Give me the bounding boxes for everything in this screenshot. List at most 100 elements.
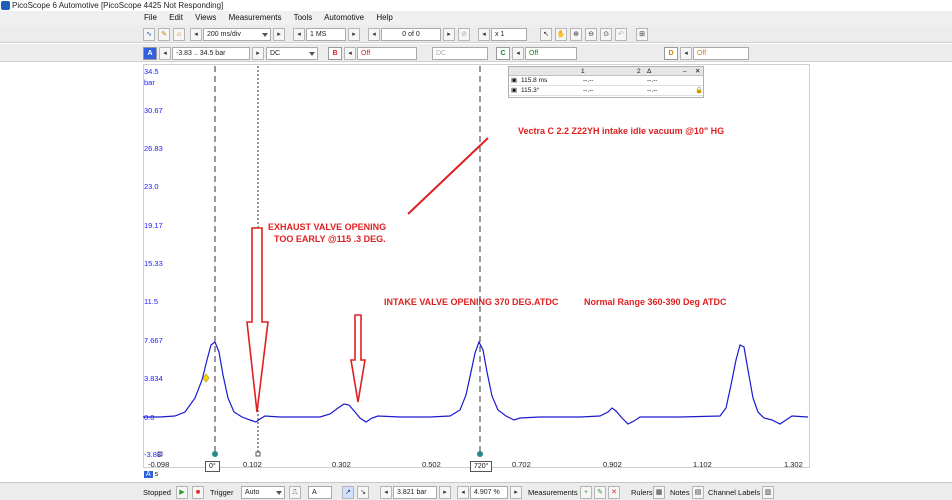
pretrigger-prev[interactable]: ◂ [457,486,469,499]
capture-counter: 0 of 0 [381,28,441,41]
trigger-level-next[interactable]: ▸ [439,486,451,499]
trigger-mode-select[interactable]: Auto [241,486,285,499]
x-axis-unit-row: A s [144,471,158,478]
zoom-area-icon[interactable]: ⊙ [600,28,612,41]
channel-b-range-prev[interactable]: ◂ [344,47,356,60]
delete-measurement-icon[interactable]: ✕ [608,486,620,499]
scope-mode-icon[interactable]: ∿ [143,28,155,41]
lock-icon[interactable]: 🔒 [695,87,704,94]
samples-select[interactable]: 1 MS [306,28,346,41]
channel-a-coupling-select[interactable]: DC [266,47,318,60]
run-button[interactable]: ▶ [176,486,188,499]
falling-edge-icon[interactable]: ↘ [357,486,369,499]
zoom-prev-button[interactable]: ◂ [478,28,490,41]
rulers-icon[interactable]: ▦ [653,486,665,499]
ruler-row-2-value-2: --.-- [583,87,594,94]
timebase-next-button[interactable]: ▸ [273,28,285,41]
trigger-level-input[interactable]: 3.821 bar [393,486,437,499]
menu-help[interactable]: Help [376,13,393,22]
menu-tools[interactable]: Tools [293,13,313,22]
rulers-row: ▣ 115.8 ms --.-- --.-- [509,76,703,86]
channel-c-range-select[interactable]: Off [525,47,577,60]
minimize-icon[interactable]: – [683,68,687,75]
advanced-trigger-icon[interactable]: ⎍ [289,486,301,499]
menu-views[interactable]: Views [195,13,217,22]
add-measurement-icon[interactable]: + [580,486,592,499]
ruler-marker-3[interactable] [477,451,483,457]
rulers-label[interactable]: Rulers [631,488,653,497]
channel-d-range-prev[interactable]: ◂ [680,47,692,60]
y-tick: 19.17 [144,221,163,230]
pointer-tool-icon[interactable]: ↖ [540,28,552,41]
channel-b-coupling-select[interactable]: DC [432,47,488,60]
ruler-row-icon[interactable]: ▣ [511,87,518,94]
hand-tool-icon[interactable]: ✋ [555,28,567,41]
window-title-bar: PicoScope 6 Automotive [PicoScope 4425 N… [0,0,952,11]
ruler-3-label[interactable]: 720° [470,461,493,472]
channel-a-range-select[interactable]: -3.83 .. 34.5 bar [172,47,250,60]
capture-state: Stopped [143,488,171,497]
channel-a-button[interactable]: A [143,47,157,60]
timebase-prev-button[interactable]: ◂ [190,28,202,41]
stop-button[interactable]: ■ [192,486,204,499]
y-tick: 11.5 [144,297,159,306]
channel-toolbar: A ◂ -3.83 .. 34.5 bar ▸ DC B ◂ Off DC C … [0,44,952,62]
annotation-normal-range: Normal Range 360-390 Deg ATDC [584,297,727,307]
home-icon[interactable]: ⌂ [173,28,185,41]
capture-next-button[interactable]: ▸ [443,28,455,41]
ruler-1-label[interactable]: 0° [205,461,220,472]
channel-a-range-next[interactable]: ▸ [252,47,264,60]
ruler-marker-1[interactable] [212,451,218,457]
channel-b-range-select[interactable]: Off [357,47,417,60]
timebase-select[interactable]: 200 ms/div [203,28,271,41]
zoom-select[interactable]: x 1 [491,28,527,41]
y-tick: 26.83 [144,144,163,153]
channel-d-range-select[interactable]: Off [693,47,749,60]
rulers-panel-header: 1 2 Δ – ✕ [509,67,703,76]
notes-icon[interactable]: ▤ [692,486,704,499]
ruler-row-icon[interactable]: ▣ [511,77,518,84]
close-icon[interactable]: ✕ [695,68,701,75]
channel-labels-label[interactable]: Channel Labels [708,488,761,497]
menu-bar: File Edit Views Measurements Tools Autom… [0,11,952,25]
y-tick: 34.5 [144,67,159,76]
edit-measurement-icon[interactable]: ✎ [594,486,606,499]
pretrigger-input[interactable]: 4.907 % [470,486,508,499]
menu-automotive[interactable]: Automotive [324,13,365,22]
channel-d-button[interactable]: D [664,47,678,60]
measurements-label[interactable]: Measurements [528,488,578,497]
samples-prev-button[interactable]: ◂ [293,28,305,41]
rising-edge-icon[interactable]: ↗ [342,486,354,499]
undo-zoom-icon[interactable]: ↶ [615,28,627,41]
menu-measurements[interactable]: Measurements [228,13,282,22]
probe-icon[interactable]: ✎ [158,28,170,41]
left-margin [0,64,143,484]
trigger-level-prev[interactable]: ◂ [380,486,392,499]
channel-b-button[interactable]: B [328,47,342,60]
channel-labels-icon[interactable]: ▥ [762,486,774,499]
ruler-marker-left[interactable] [157,451,163,457]
samples-next-button[interactable]: ▸ [348,28,360,41]
annotation-exhaust-line1: EXHAUST VALVE OPENING [268,222,387,232]
notes-label[interactable]: Notes [670,488,690,497]
menu-file[interactable]: File [144,13,157,22]
menu-edit[interactable]: Edit [169,13,183,22]
right-margin [810,64,952,484]
rulers-col-delta: Δ [647,68,652,75]
trigger-channel-select[interactable]: A [308,486,332,499]
pretrigger-next[interactable]: ▸ [510,486,522,499]
ruler-marker-2[interactable] [255,451,261,457]
trigger-marker[interactable] [202,373,210,383]
x-tick: 0.102 [243,460,262,469]
y-tick: 30.67 [144,106,163,115]
capture-prev-button[interactable]: ◂ [368,28,380,41]
zoom-fit-icon[interactable]: ⊞ [636,28,648,41]
channel-c-range-prev[interactable]: ◂ [512,47,524,60]
channel-c-button[interactable]: C [496,47,510,60]
zoom-out-icon[interactable]: ⊖ [585,28,597,41]
channel-a-range-prev[interactable]: ◂ [159,47,171,60]
buffer-icon[interactable]: ⊘ [458,28,470,41]
trigger-label: Trigger [210,488,234,497]
zoom-in-icon[interactable]: ⊕ [570,28,582,41]
